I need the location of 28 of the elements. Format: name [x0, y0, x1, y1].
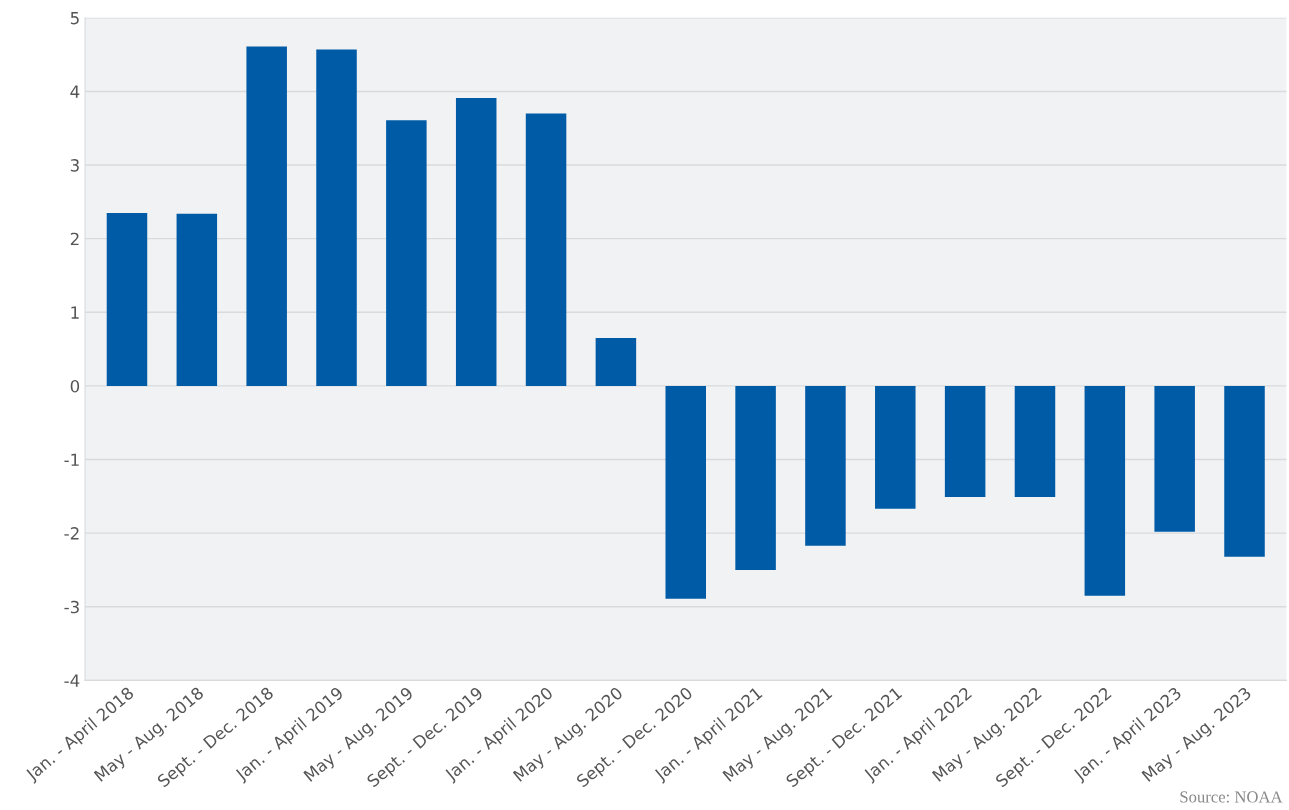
bar	[1224, 385, 1265, 557]
y-tick-label: 5	[70, 12, 79, 25]
bar	[176, 213, 218, 386]
bar	[246, 46, 287, 386]
y-tick-label: -1	[64, 453, 79, 466]
bar	[944, 385, 986, 498]
source-note: Source: NOAA	[1180, 791, 1283, 803]
bar	[735, 385, 776, 570]
bar	[386, 120, 427, 386]
bar	[595, 338, 637, 386]
y-tick-label: 2	[70, 232, 79, 246]
bar	[1084, 385, 1126, 596]
bar	[316, 49, 357, 386]
bar	[455, 98, 497, 386]
y-tick-label: -4	[64, 674, 80, 687]
bar	[875, 385, 916, 509]
bar	[1154, 385, 1195, 532]
y-tick-label: 3	[70, 159, 79, 172]
y-tick-label: -3	[64, 600, 79, 614]
y-tick-label: -2	[64, 527, 79, 540]
y-tick-label: 0	[70, 379, 80, 393]
y-tick-label: 1	[71, 306, 79, 319]
bar	[106, 212, 148, 386]
bar	[805, 385, 846, 546]
bar	[1014, 385, 1056, 498]
bar	[665, 385, 706, 599]
bar	[525, 113, 567, 386]
y-tick-label: 4	[70, 85, 80, 98]
